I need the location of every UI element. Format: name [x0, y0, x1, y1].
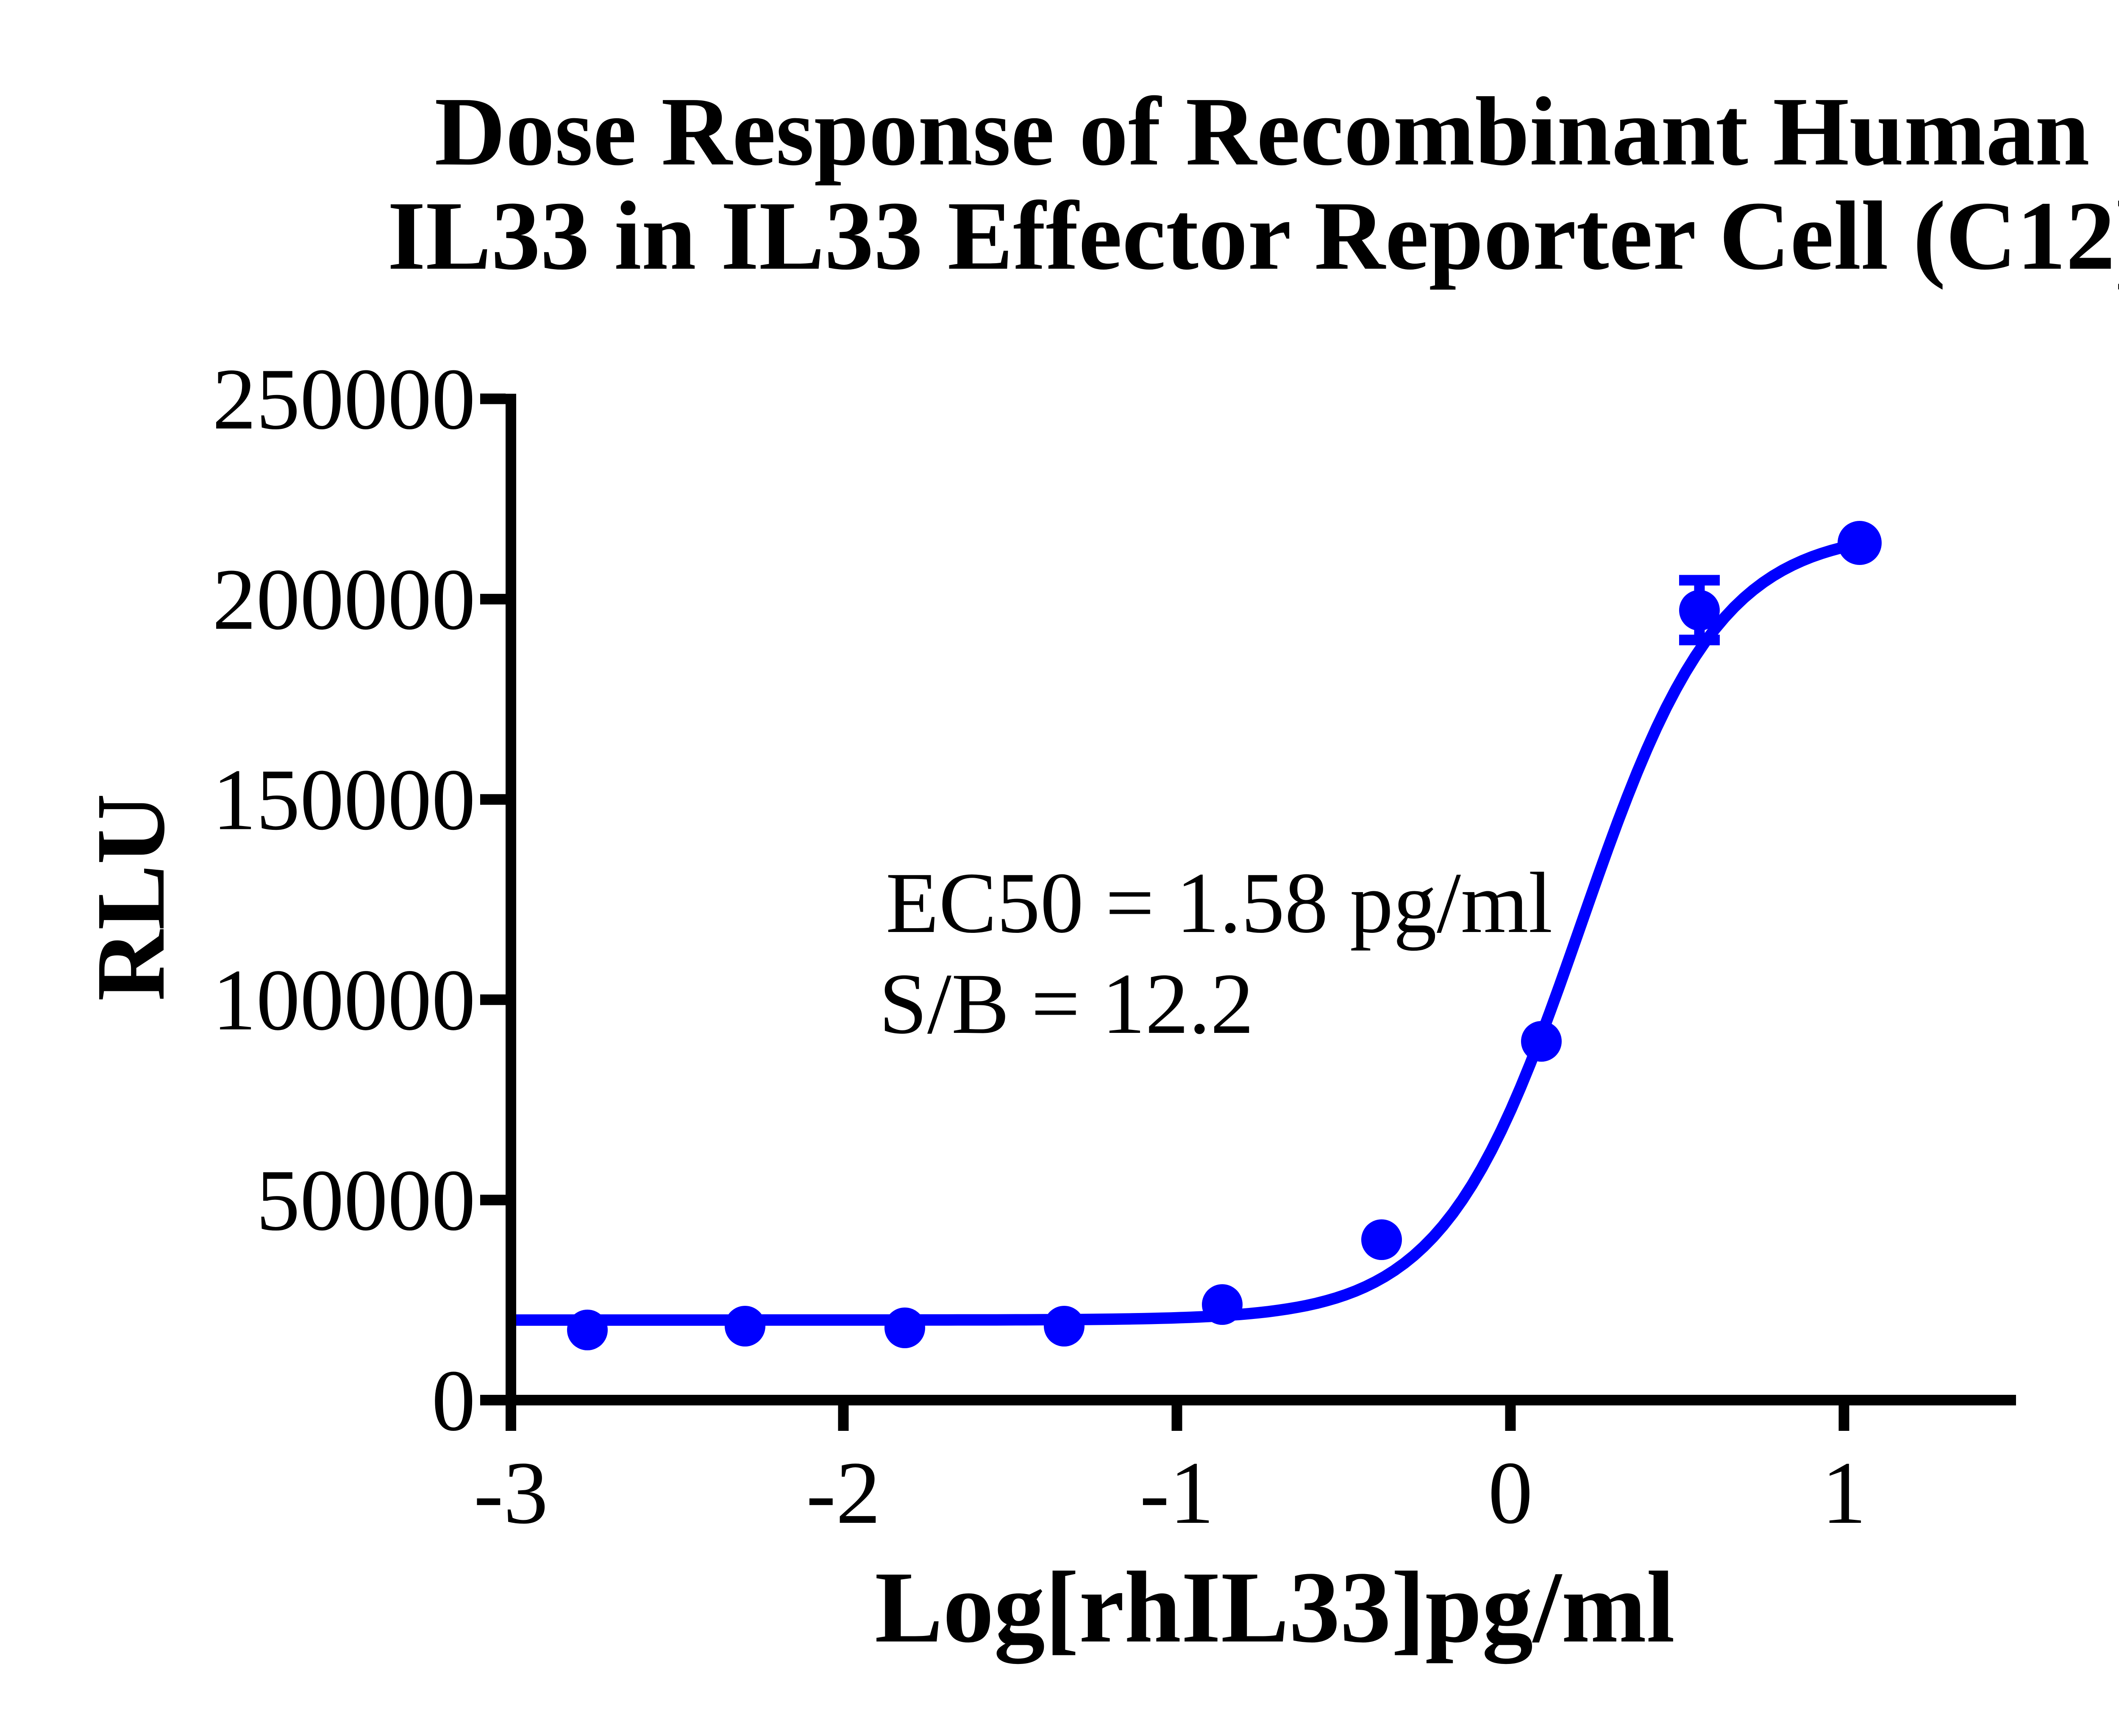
svg-text:Log[rhIL33]pg/ml: Log[rhIL33]pg/ml: [875, 1551, 1675, 1664]
svg-text:0: 0: [432, 1352, 476, 1449]
svg-text:IL33 in IL33 Effector Reporter: IL33 in IL33 Effector Reporter Cell (C12…: [387, 181, 2119, 290]
svg-text:100000: 100000: [212, 951, 476, 1049]
svg-text:Dose Response of Recombinant H: Dose Response of Recombinant Human: [434, 77, 2089, 186]
svg-text:50000: 50000: [256, 1152, 476, 1249]
svg-text:EC50 = 1.58 pg/ml: EC50 = 1.58 pg/ml: [886, 855, 1552, 951]
svg-text:1: 1: [1821, 1443, 1866, 1542]
svg-text:0: 0: [1488, 1443, 1533, 1542]
svg-text:150000: 150000: [212, 751, 476, 848]
svg-text:200000: 200000: [212, 551, 476, 648]
svg-text:S/B = 12.2: S/B = 12.2: [879, 956, 1254, 1052]
svg-text:-3: -3: [474, 1443, 548, 1542]
svg-text:-2: -2: [806, 1443, 881, 1542]
svg-text:-1: -1: [1140, 1443, 1214, 1542]
svg-text:RLU: RLU: [76, 793, 185, 1001]
svg-text:250000: 250000: [212, 351, 476, 448]
